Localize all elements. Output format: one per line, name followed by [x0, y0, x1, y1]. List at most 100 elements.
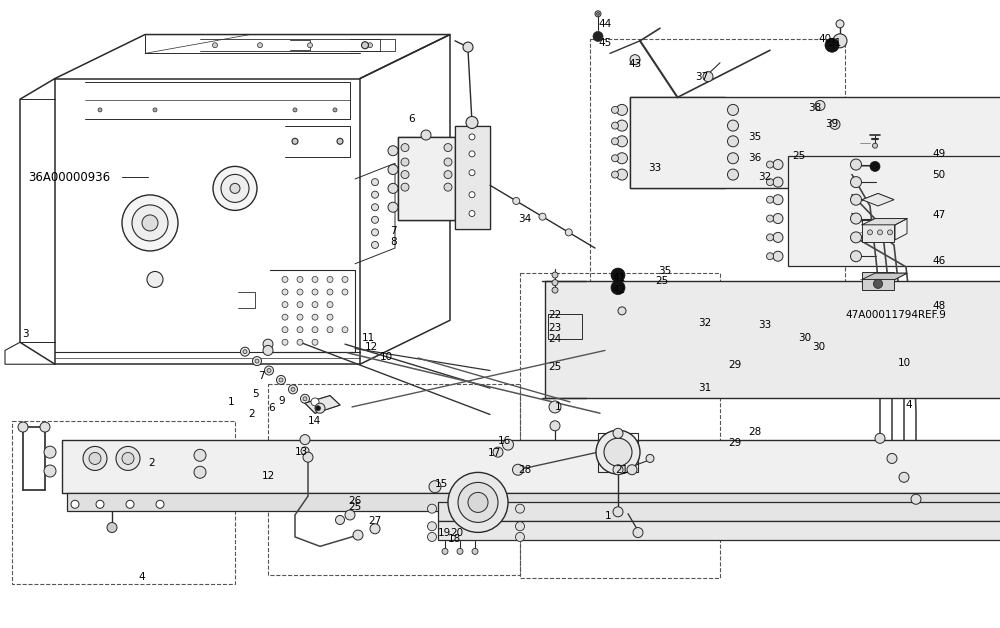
Circle shape — [767, 196, 774, 203]
Circle shape — [18, 422, 28, 432]
Circle shape — [96, 501, 104, 508]
Text: 35: 35 — [748, 132, 761, 142]
Circle shape — [627, 465, 637, 475]
Circle shape — [327, 276, 333, 283]
Circle shape — [630, 55, 640, 65]
Circle shape — [301, 447, 309, 455]
Circle shape — [372, 241, 378, 249]
Circle shape — [868, 230, 872, 235]
Circle shape — [703, 72, 713, 82]
Circle shape — [767, 215, 774, 222]
Circle shape — [194, 466, 206, 479]
Text: 33: 33 — [648, 163, 661, 173]
Circle shape — [612, 154, 618, 162]
Circle shape — [71, 501, 79, 508]
Circle shape — [767, 252, 774, 260]
Circle shape — [613, 428, 623, 438]
Circle shape — [851, 159, 862, 170]
Circle shape — [83, 447, 107, 470]
Text: 25: 25 — [655, 276, 668, 286]
Circle shape — [421, 130, 431, 140]
Text: 37: 37 — [695, 72, 708, 82]
Text: 43: 43 — [628, 59, 641, 69]
Circle shape — [44, 446, 56, 458]
Circle shape — [327, 327, 333, 333]
Circle shape — [156, 501, 164, 508]
Circle shape — [315, 403, 325, 413]
Circle shape — [303, 397, 307, 401]
Text: 18: 18 — [448, 534, 461, 544]
Text: 44: 44 — [598, 19, 611, 29]
Text: 10: 10 — [380, 352, 393, 362]
Circle shape — [89, 452, 101, 465]
Text: 39: 39 — [825, 119, 838, 129]
Circle shape — [550, 421, 560, 431]
Circle shape — [312, 403, 322, 411]
Circle shape — [429, 480, 441, 493]
Text: 48: 48 — [932, 301, 945, 311]
Text: 28: 28 — [518, 465, 531, 475]
Circle shape — [312, 276, 318, 283]
Circle shape — [887, 453, 897, 463]
Text: 15: 15 — [435, 479, 448, 489]
Circle shape — [851, 213, 862, 224]
Circle shape — [767, 234, 774, 241]
Circle shape — [288, 385, 298, 394]
Circle shape — [303, 452, 313, 462]
Circle shape — [458, 482, 498, 522]
Text: 8: 8 — [390, 237, 397, 247]
Circle shape — [815, 100, 825, 111]
Circle shape — [595, 11, 601, 17]
Circle shape — [147, 271, 163, 288]
Circle shape — [292, 138, 298, 144]
Circle shape — [851, 194, 862, 205]
Circle shape — [368, 43, 372, 48]
Circle shape — [263, 345, 273, 355]
Circle shape — [613, 507, 623, 517]
Circle shape — [142, 215, 158, 231]
Circle shape — [315, 405, 319, 409]
Circle shape — [372, 229, 378, 236]
Circle shape — [264, 366, 274, 375]
Circle shape — [773, 232, 783, 242]
Circle shape — [40, 422, 50, 432]
Bar — [788, 156, 1000, 266]
Circle shape — [911, 494, 921, 504]
Text: 29: 29 — [728, 438, 741, 448]
Text: 4: 4 — [905, 400, 912, 410]
Text: 46: 46 — [932, 256, 945, 266]
Circle shape — [611, 268, 625, 282]
Circle shape — [612, 171, 618, 178]
Circle shape — [773, 195, 783, 205]
Polygon shape — [862, 193, 894, 206]
Text: 28: 28 — [748, 427, 761, 437]
Circle shape — [618, 307, 626, 315]
Circle shape — [353, 530, 363, 540]
Circle shape — [516, 533, 524, 541]
Circle shape — [616, 136, 628, 147]
Bar — [438, 502, 1000, 521]
Circle shape — [279, 378, 283, 382]
Circle shape — [851, 232, 862, 243]
Circle shape — [401, 183, 409, 191]
Circle shape — [444, 171, 452, 178]
Text: 35: 35 — [658, 266, 671, 276]
Circle shape — [282, 327, 288, 333]
Circle shape — [646, 455, 654, 462]
Circle shape — [297, 339, 303, 345]
Circle shape — [874, 279, 883, 288]
Text: 11: 11 — [362, 333, 375, 343]
Text: 13: 13 — [295, 447, 308, 457]
Circle shape — [126, 501, 134, 508]
Circle shape — [230, 183, 240, 193]
Bar — [862, 272, 894, 290]
Circle shape — [616, 120, 628, 131]
Bar — [268, 384, 520, 575]
Circle shape — [342, 289, 348, 295]
Circle shape — [444, 144, 452, 151]
Circle shape — [444, 183, 452, 191]
Text: 23: 23 — [548, 323, 561, 333]
Circle shape — [516, 504, 524, 513]
Circle shape — [221, 175, 249, 202]
Text: 16: 16 — [498, 436, 511, 446]
